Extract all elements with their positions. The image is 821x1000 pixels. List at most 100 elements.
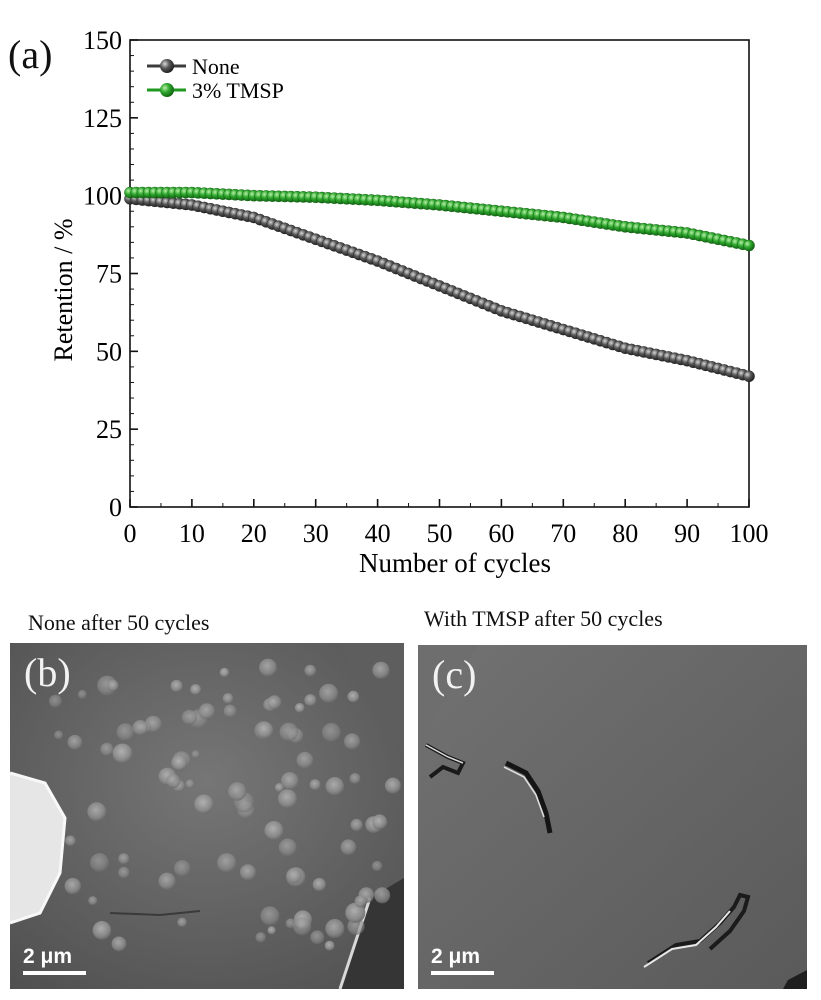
sem-particle [132,720,148,736]
sem-particle [384,777,401,794]
sem-particle [372,814,388,830]
sem-particle [347,690,360,703]
sem-particle [54,730,64,740]
scale-bar-c-label: 2 μm [431,945,481,968]
sem-micrograph-b [10,643,404,989]
sem-particle [90,853,109,872]
scale-bar-c: 2 μm [431,946,494,975]
sem-particle [87,802,107,822]
sem-particle [166,774,181,788]
sem-particle [255,932,266,943]
sem-particle [264,821,284,840]
sem-particle [112,743,133,764]
sem-particle [174,860,191,877]
sem-particle [217,853,237,873]
x-tick-label: 10 [179,519,205,548]
legend-marker [160,83,174,97]
x-tick-label: 40 [365,519,391,548]
legend-label: 3% TMSP [192,78,284,103]
x-tick-label: 50 [427,519,453,548]
sem-particle [319,683,339,703]
sem-particle [67,734,83,750]
sem-particle [194,794,214,814]
sem-particle [239,864,256,881]
sem-particle [325,919,345,938]
sem-particle [350,818,363,832]
sem-particle [118,866,130,879]
caption-none: None after 50 cycles [28,610,210,635]
sem-particle [49,694,62,708]
sem-particle [222,693,234,704]
y-tick-label: 50 [96,337,122,366]
sem-particle [177,917,187,927]
sem-particle [191,750,200,759]
y-tick-label: 0 [109,493,122,522]
panel-label-b: (b) [24,650,71,695]
plot-frame [129,39,750,508]
data-point [743,370,755,383]
sem-particle [181,709,197,725]
sem-particle [185,779,195,789]
sem-particle [65,835,76,847]
data-point [743,239,755,252]
series-none [124,192,755,383]
sem-particle [278,789,297,809]
x-tick-label: 100 [730,519,769,548]
x-tick-label: 0 [124,519,137,548]
sem-particle [286,868,302,884]
sem-particle [77,689,87,699]
y-tick-label: 25 [96,415,122,444]
sem-particle [279,722,299,742]
x-axis-title: Number of cycles [359,548,551,578]
y-tick-label: 125 [83,104,122,133]
y-tick-label: 150 [83,26,122,55]
sem-particle [259,658,277,677]
sem-particle [171,754,188,771]
sem-particle [116,723,135,741]
sem-particle [267,695,282,710]
sem-particle [198,703,215,720]
sem-particle [345,902,366,923]
sem-particle [374,887,391,904]
sem-particle [304,694,317,707]
sem-particle [158,872,176,890]
sem-particle [296,751,314,769]
scale-bar-b-line [23,971,86,975]
sem-particle [92,921,112,940]
sem-particle [325,777,344,796]
sem-particle [107,680,119,692]
sem-particle [372,661,390,679]
sem-particle [340,839,357,855]
x-tick-label: 20 [241,519,267,548]
panel-label-c: (c) [432,652,477,697]
x-tick-label: 60 [488,519,514,548]
x-tick-label: 90 [674,519,700,548]
sem-particle [278,838,297,857]
sem-particle [372,860,383,872]
y-axis-title: Retention / % [49,219,78,362]
scale-bar-b: 2 μm [23,946,86,975]
sem-particle [228,782,247,801]
sem-particle [310,930,325,945]
caption-tmsp: With TMSP after 50 cycles [424,606,663,631]
sem-particle [324,940,335,951]
sem-particle [281,772,299,790]
x-tick-label: 30 [303,519,329,548]
sem-micrograph-c [418,645,807,989]
scale-bar-c-line [431,971,494,975]
legend-marker [160,59,174,73]
sem-particle [274,783,284,792]
panel-label-a: (a) [8,32,53,77]
sem-particle [309,779,321,791]
sem-particle [88,896,98,906]
sem-particle [190,684,202,695]
sem-particle [312,877,326,892]
sem-particle [344,733,361,750]
sem-particle [267,926,276,935]
y-tick-label: 100 [83,182,122,211]
sem-particle [304,664,317,677]
sem-particle [118,853,130,865]
sem-particle [354,895,367,908]
